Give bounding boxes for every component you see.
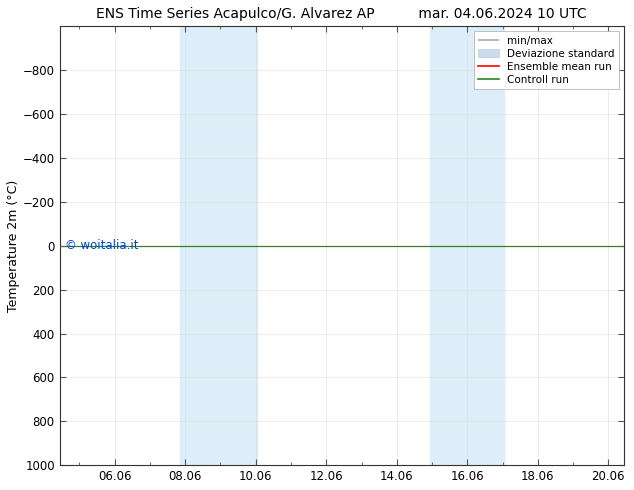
Bar <box>469 26 504 465</box>
Legend: min/max, Deviazione standard, Ensemble mean run, Controll run: min/max, Deviazione standard, Ensemble m… <box>474 31 619 89</box>
Bar <box>179 26 222 465</box>
Text: © woitalia.it: © woitalia.it <box>65 239 139 252</box>
Title: ENS Time Series Acapulco/G. Alvarez AP          mar. 04.06.2024 10 UTC: ENS Time Series Acapulco/G. Alvarez AP m… <box>96 7 587 21</box>
Bar <box>222 26 257 465</box>
Y-axis label: Temperature 2m (°C): Temperature 2m (°C) <box>7 180 20 312</box>
Bar <box>430 26 469 465</box>
